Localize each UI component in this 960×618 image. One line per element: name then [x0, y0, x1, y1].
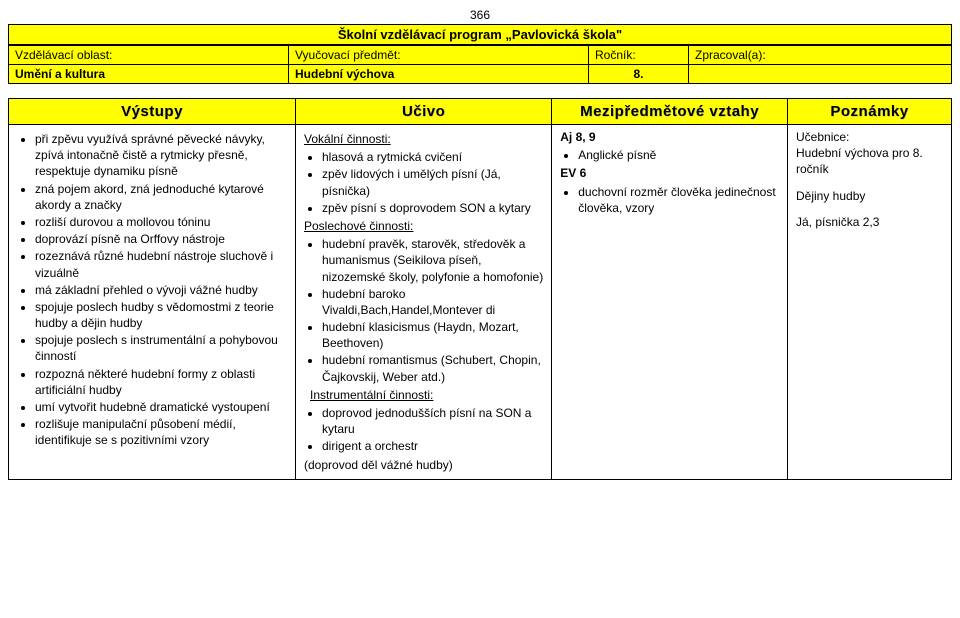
pozn-ucebnice-label: Učebnice: [796, 129, 943, 145]
pozn-pisnicka: Já, písnička 2,3 [796, 214, 943, 230]
spacer [796, 204, 943, 214]
pozn-ucebnice-value: Hudební výchova pro 8. ročník [796, 145, 943, 177]
page-number: 366 [8, 8, 952, 22]
ucivo-instr-list: doprovod jednodušších písní na SON a kyt… [304, 405, 543, 455]
list-item: zná pojem akord, zná jednoduché kytarové… [35, 181, 287, 213]
program-title: Školní vzdělávací program „Pavlovická šk… [8, 24, 952, 45]
list-item: doprovází písně na Orffovy nástroje [35, 231, 287, 247]
list-item: Anglické písně [578, 147, 779, 163]
list-item: doprovod jednodušších písní na SON a kyt… [322, 405, 543, 437]
header-table: Vzdělávací oblast: Vyučovací předmět: Ro… [8, 45, 952, 84]
hdr-predmet-label: Vyučovací předmět: [289, 46, 589, 65]
ucivo-poslech-list: hudební pravěk, starověk, středověk a hu… [304, 236, 543, 385]
spacer [796, 178, 943, 188]
mezi-aj-label: Aj 8, 9 [560, 129, 779, 145]
ucivo-poslech-head: Poslechové činnosti: [304, 218, 543, 234]
hdr-oblast-label: Vzdělávací oblast: [9, 46, 289, 65]
col-header-mezi: Mezipředmětové vztahy [552, 99, 788, 125]
list-item: hudební baroko Vivaldi,Bach,Handel,Monte… [322, 286, 543, 318]
list-item: hudební romantismus (Schubert, Chopin, Č… [322, 352, 543, 384]
list-item: při zpěvu využívá správné pěvecké návyky… [35, 131, 287, 180]
hdr-zpracoval-value [689, 65, 952, 84]
ucivo-instr-tail: (doprovod děl vážné hudby) [304, 457, 543, 473]
list-item: má základní přehled o vývoji vážné hudby [35, 282, 287, 298]
list-item: hlasová a rytmická cvičení [322, 149, 543, 165]
list-item: rozeznává různé hudební nástroje sluchov… [35, 248, 287, 280]
cell-ucivo: Vokální činnosti: hlasová a rytmická cvi… [296, 125, 552, 480]
cell-mezi: Aj 8, 9 Anglické písně EV 6 duchovní roz… [552, 125, 788, 480]
hdr-oblast-value: Umění a kultura [9, 65, 289, 84]
list-item: hudební klasicismus (Haydn, Mozart, Beet… [322, 319, 543, 351]
ucivo-vokalni-list: hlasová a rytmická cvičení zpěv lidových… [304, 149, 543, 216]
col-header-poznamky: Poznámky [788, 99, 952, 125]
ucivo-instr-head: Instrumentální činnosti: [304, 387, 543, 403]
pozn-dejiny: Dějiny hudby [796, 188, 943, 204]
hdr-zpracoval-label: Zpracoval(a): [689, 46, 952, 65]
col-header-ucivo: Učivo [296, 99, 552, 125]
hdr-rocnik-value: 8. [589, 65, 689, 84]
list-item: zpěv lidových i umělých písní (Já, písni… [322, 166, 543, 198]
cell-vystupy: při zpěvu využívá správné pěvecké návyky… [9, 125, 296, 480]
list-item: duchovní rozměr člověka jedinečnost člov… [578, 184, 779, 216]
list-item: rozliší durovou a mollovou tóninu [35, 214, 287, 230]
hdr-rocnik-label: Ročník: [589, 46, 689, 65]
mezi-ev-list: duchovní rozměr člověka jedinečnost člov… [560, 184, 779, 216]
list-item: spojuje poslech hudby s vědomostmi z teo… [35, 299, 287, 331]
main-table: Výstupy Učivo Mezipředmětové vztahy Pozn… [8, 98, 952, 480]
list-item: zpěv písní s doprovodem SON a kytary [322, 200, 543, 216]
ucivo-vokalni-head: Vokální činnosti: [304, 131, 543, 147]
hdr-predmet-value: Hudební výchova [289, 65, 589, 84]
list-item: hudební pravěk, starověk, středověk a hu… [322, 236, 543, 285]
list-item: rozpozná některé hudební formy z oblasti… [35, 366, 287, 398]
vystupy-list: při zpěvu využívá správné pěvecké návyky… [17, 131, 287, 449]
list-item: rozlišuje manipulační působení médií, id… [35, 416, 287, 448]
cell-poznamky: Učebnice: Hudební výchova pro 8. ročník … [788, 125, 952, 480]
list-item: dirigent a orchestr [322, 438, 543, 454]
list-item: spojuje poslech s instrumentální a pohyb… [35, 332, 287, 364]
col-header-vystupy: Výstupy [9, 99, 296, 125]
list-item: umí vytvořit hudebně dramatické vystoupe… [35, 399, 287, 415]
mezi-aj-list: Anglické písně [560, 147, 779, 163]
mezi-ev-label: EV 6 [560, 165, 779, 181]
